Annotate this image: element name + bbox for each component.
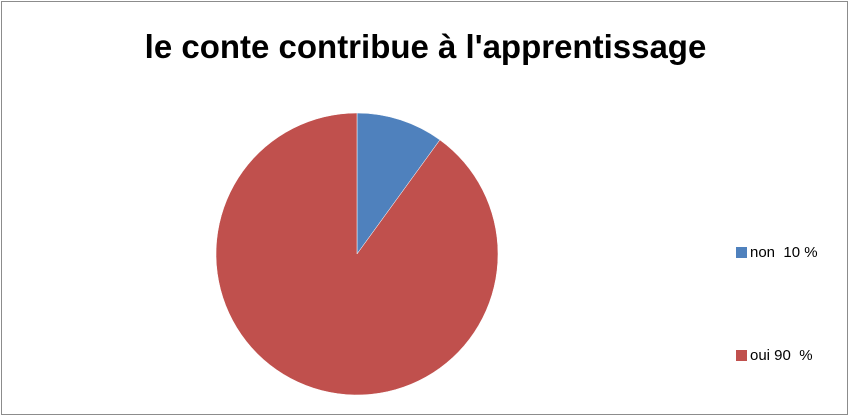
pie-slice-non xyxy=(356,112,441,255)
chart-title: le conte contribue à l'apprentissage xyxy=(144,28,707,65)
legend-label-non: non 10 % xyxy=(750,244,818,261)
pie-slice-oui xyxy=(215,112,499,396)
pie-slices xyxy=(215,112,499,396)
legend-item-non: non 10 % xyxy=(736,244,818,261)
legend-swatch-non xyxy=(736,247,747,258)
legend-item-oui: oui 90 % xyxy=(736,347,813,364)
legend-label-oui: oui 90 % xyxy=(750,347,813,364)
legend-swatch-oui xyxy=(736,350,747,361)
legend: non 10 % oui 90 % xyxy=(736,0,848,418)
